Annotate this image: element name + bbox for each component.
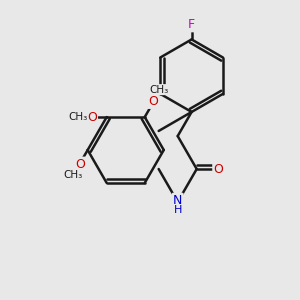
Text: N: N xyxy=(173,194,182,207)
Text: CH₃: CH₃ xyxy=(63,170,82,180)
Text: H: H xyxy=(173,205,182,215)
Text: O: O xyxy=(214,163,223,176)
Text: CH₃: CH₃ xyxy=(68,112,88,122)
Text: F: F xyxy=(188,18,195,31)
Text: O: O xyxy=(148,95,158,108)
Text: O: O xyxy=(87,111,97,124)
Text: CH₃: CH₃ xyxy=(150,85,169,94)
Text: O: O xyxy=(75,158,85,171)
